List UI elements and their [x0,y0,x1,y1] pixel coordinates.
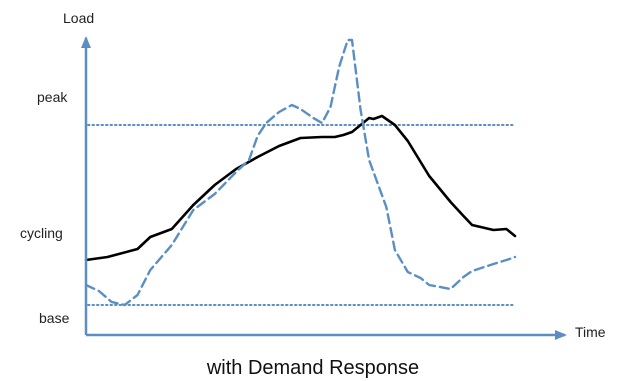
y-tick-label-cycling: cycling [20,225,63,241]
series-line-dashed [84,38,517,307]
series-layer [84,38,517,307]
series-line-solid [84,114,517,262]
chart-title: with Demand Response [206,357,419,379]
y-axis-label: Load [63,10,94,26]
x-axis-label: Time [575,324,606,340]
y-tick-label-base: base [39,310,70,326]
reference-lines [87,124,516,306]
y-tick-label-peak: peak [37,89,68,105]
